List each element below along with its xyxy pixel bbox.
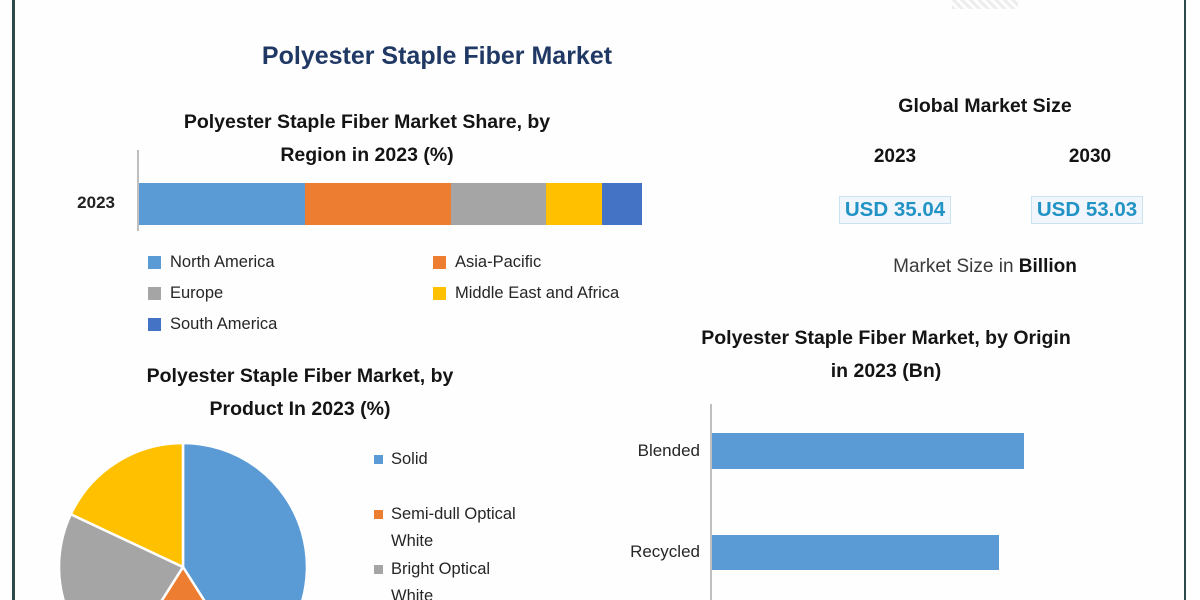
region-chart-title-line2: Region in 2023 (%)	[280, 144, 454, 166]
region-chart-title: Polyester Staple Fiber Market Share, by …	[137, 106, 597, 172]
year-2023-label: 2023	[873, 146, 917, 167]
bar-segment-middle-east-and-africa	[546, 183, 602, 225]
market-size-footnote-prefix: Market Size in	[893, 256, 1019, 277]
bar-segment-asia-pacific	[304, 183, 451, 225]
origin-category-label-recycled: Recycled	[630, 542, 700, 561]
legend-swatch-asia-pacific	[433, 256, 446, 269]
region-legend: North America Asia-Pacific Europe Middle…	[148, 251, 648, 336]
watermark-fragment	[952, 0, 1018, 9]
origin-category-label-blended: Blended	[637, 441, 700, 460]
region-chart-title-line1: Polyester Staple Fiber Market Share, by	[183, 111, 551, 133]
market-size-footnote-unit: Billion	[1018, 256, 1077, 277]
market-value-2030: USD 53.03	[1017, 196, 1157, 224]
legend-label-europe: Europe	[170, 284, 224, 302]
legend-item-europe: Europe	[148, 282, 433, 305]
legend-swatch-south-america	[148, 318, 161, 331]
pie-slice-bright-optical-white	[57, 512, 185, 600]
legend-label-middle-east-and-africa: Middle East and Africa	[455, 284, 620, 302]
legend-swatch-middle-east-and-africa	[433, 287, 446, 300]
origin-chart-title-line1: Polyester Staple Fiber Market, by Origin	[701, 327, 1071, 349]
pie-slice-solid	[181, 441, 309, 600]
pie-legend-item-solid: Solid	[374, 446, 534, 473]
pie-legend-label-bright-optical-white: Bright Optical White	[391, 560, 491, 600]
left-border-line	[12, 0, 15, 600]
origin-chart-title-line2: in 2023 (Bn)	[830, 360, 942, 382]
pie-legend-label-solid: Solid	[391, 450, 428, 468]
pie-slice-semi-dull-optical-white	[160, 565, 206, 600]
pie-legend-item-semi-dull-optical-white: Semi-dull Optical White	[374, 501, 534, 555]
market-size-footnote: Market Size in Billion	[835, 256, 1135, 278]
bar-segment-europe	[450, 183, 547, 225]
market-value-2023: USD 35.04	[825, 196, 965, 224]
page-title: Polyester Staple Fiber Market	[261, 42, 613, 70]
pie-slice-unlabeled	[69, 441, 185, 569]
pie-legend-item-bright-optical-white: Bright Optical White	[374, 556, 534, 600]
right-border-line	[1184, 0, 1186, 600]
global-market-size-heading: Global Market Size	[898, 95, 1072, 117]
legend-label-north-america: North America	[170, 253, 275, 271]
origin-value-axis-line	[710, 404, 712, 600]
market-value-2023-text: USD 35.04	[838, 196, 952, 224]
product-pie-title: Polyester Staple Fiber Market, by Produc…	[70, 360, 530, 426]
product-pie-svg	[57, 441, 309, 600]
bar-segment-north-america	[139, 183, 305, 225]
region-stacked-bar	[139, 183, 642, 225]
legend-item-north-america: North America	[148, 251, 433, 274]
origin-bar-recycled	[712, 535, 999, 570]
legend-item-asia-pacific: Asia-Pacific	[433, 251, 648, 274]
product-pie-title-line1: Polyester Staple Fiber Market, by	[146, 365, 454, 387]
region-y-axis-label: 2023	[77, 193, 115, 212]
legend-label-south-america: South America	[170, 315, 278, 333]
pie-legend-swatch-solid	[374, 455, 383, 464]
pie-legend-swatch-semi-dull-optical-white	[374, 510, 383, 519]
year-2030-label: 2030	[1068, 146, 1112, 167]
pie-legend-swatch-bright-optical-white	[374, 565, 383, 574]
origin-bar-blended	[712, 433, 1024, 469]
legend-swatch-europe	[148, 287, 161, 300]
pie-legend-label-semi-dull-optical-white: Semi-dull Optical White	[391, 505, 516, 550]
legend-swatch-north-america	[148, 256, 161, 269]
market-value-2030-text: USD 53.03	[1030, 196, 1144, 224]
bar-segment-south-america	[601, 183, 642, 225]
origin-chart-title: Polyester Staple Fiber Market, by Origin…	[656, 322, 1116, 388]
product-pie-title-line2: Product In 2023 (%)	[209, 398, 391, 420]
legend-item-south-america: South America	[148, 313, 433, 336]
legend-item-middle-east-and-africa: Middle East and Africa	[433, 282, 648, 305]
legend-label-asia-pacific: Asia-Pacific	[455, 253, 542, 271]
region-category-axis-line	[137, 150, 139, 231]
